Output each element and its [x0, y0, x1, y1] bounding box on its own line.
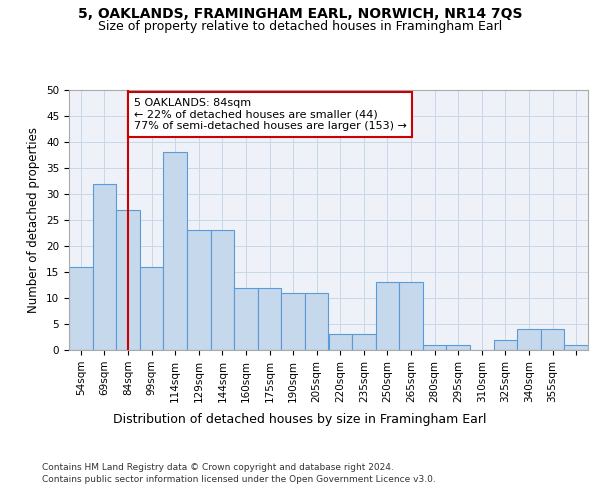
Text: Distribution of detached houses by size in Framingham Earl: Distribution of detached houses by size …	[113, 412, 487, 426]
Bar	[234, 288, 258, 350]
Bar	[352, 334, 376, 350]
Bar	[565, 345, 588, 350]
Bar	[376, 282, 399, 350]
Text: 5 OAKLANDS: 84sqm
← 22% of detached houses are smaller (44)
77% of semi-detached: 5 OAKLANDS: 84sqm ← 22% of detached hous…	[134, 98, 407, 131]
Bar	[163, 152, 187, 350]
Text: Contains public sector information licensed under the Open Government Licence v3: Contains public sector information licen…	[42, 475, 436, 484]
Bar	[399, 282, 423, 350]
Bar	[211, 230, 234, 350]
Bar	[92, 184, 116, 350]
Bar	[281, 293, 305, 350]
Bar	[541, 329, 565, 350]
Bar	[140, 267, 163, 350]
Text: 5, OAKLANDS, FRAMINGHAM EARL, NORWICH, NR14 7QS: 5, OAKLANDS, FRAMINGHAM EARL, NORWICH, N…	[78, 8, 522, 22]
Bar	[116, 210, 140, 350]
Bar	[187, 230, 211, 350]
Bar	[494, 340, 517, 350]
Bar	[423, 345, 446, 350]
Bar	[305, 293, 329, 350]
Text: Size of property relative to detached houses in Framingham Earl: Size of property relative to detached ho…	[98, 20, 502, 33]
Text: Contains HM Land Registry data © Crown copyright and database right 2024.: Contains HM Land Registry data © Crown c…	[42, 462, 394, 471]
Bar	[446, 345, 470, 350]
Bar	[329, 334, 352, 350]
Bar	[517, 329, 541, 350]
Bar	[69, 267, 92, 350]
Bar	[258, 288, 281, 350]
Y-axis label: Number of detached properties: Number of detached properties	[28, 127, 40, 313]
